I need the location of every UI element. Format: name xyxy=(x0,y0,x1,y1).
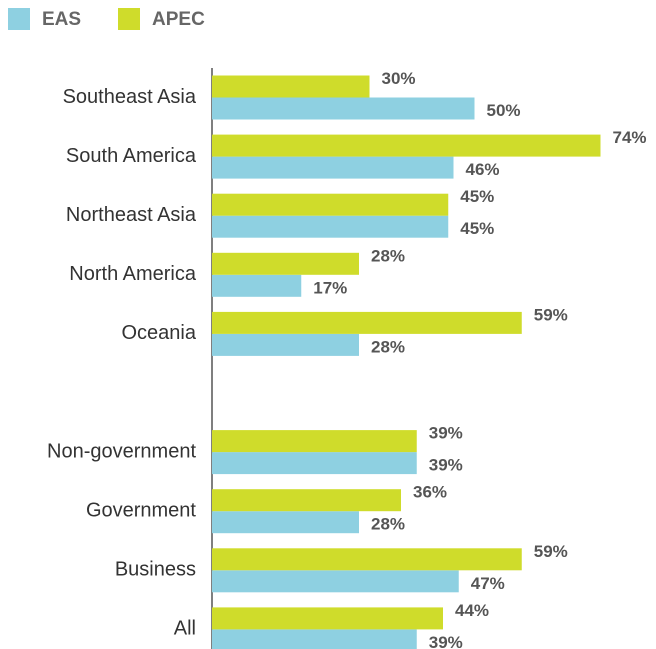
category-label: Non-government xyxy=(47,440,196,462)
category-label: North America xyxy=(69,263,197,285)
value-label: 39% xyxy=(429,456,463,475)
value-label: 28% xyxy=(371,246,405,265)
bar xyxy=(212,75,370,98)
bar xyxy=(212,430,417,453)
value-label: 30% xyxy=(382,69,416,88)
bar xyxy=(212,193,449,216)
bar xyxy=(212,134,601,157)
value-label: 59% xyxy=(534,542,568,561)
category-label: Business xyxy=(115,559,196,581)
value-label: 39% xyxy=(429,633,463,649)
category-label: South America xyxy=(66,145,197,167)
value-label: 39% xyxy=(429,424,463,443)
value-label: 17% xyxy=(313,278,347,297)
value-label: 74% xyxy=(613,128,647,147)
value-label: 36% xyxy=(413,483,447,502)
legend-label: APEC xyxy=(152,9,205,30)
value-label: 45% xyxy=(460,187,494,206)
value-label: 45% xyxy=(460,219,494,238)
bar xyxy=(212,489,401,512)
bar xyxy=(212,156,454,179)
bar xyxy=(212,570,459,593)
bar xyxy=(212,274,302,297)
value-label: 28% xyxy=(371,337,405,356)
value-label: 46% xyxy=(466,160,500,179)
bar xyxy=(212,97,475,120)
bar xyxy=(212,511,359,534)
category-label: Northeast Asia xyxy=(66,204,197,226)
category-label: Government xyxy=(86,499,196,521)
category-label: All xyxy=(174,618,196,640)
legend-swatch xyxy=(118,8,140,30)
bar xyxy=(212,333,359,356)
legend-swatch xyxy=(8,8,30,30)
value-label: 59% xyxy=(534,305,568,324)
bar xyxy=(212,607,443,630)
value-label: 47% xyxy=(471,574,505,593)
category-label: Oceania xyxy=(122,322,197,344)
value-label: 28% xyxy=(371,515,405,534)
bar xyxy=(212,452,417,475)
bar xyxy=(212,215,449,238)
bar xyxy=(212,252,359,275)
bar xyxy=(212,629,417,649)
bar xyxy=(212,548,522,571)
category-label: Southeast Asia xyxy=(63,86,197,108)
value-label: 44% xyxy=(455,601,489,620)
bar xyxy=(212,311,522,334)
legend-label: EAS xyxy=(42,9,81,30)
value-label: 50% xyxy=(487,101,521,120)
